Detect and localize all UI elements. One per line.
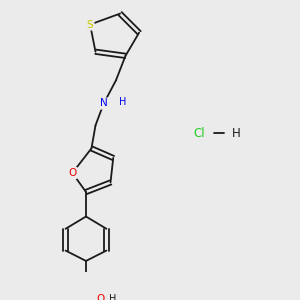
Text: Cl: Cl [193, 127, 205, 140]
Text: S: S [87, 20, 93, 29]
Text: O: O [96, 294, 104, 300]
Text: O: O [68, 168, 76, 178]
Text: N: N [100, 98, 108, 109]
Text: H: H [119, 97, 127, 107]
Text: H: H [231, 127, 240, 140]
Text: H: H [109, 294, 116, 300]
